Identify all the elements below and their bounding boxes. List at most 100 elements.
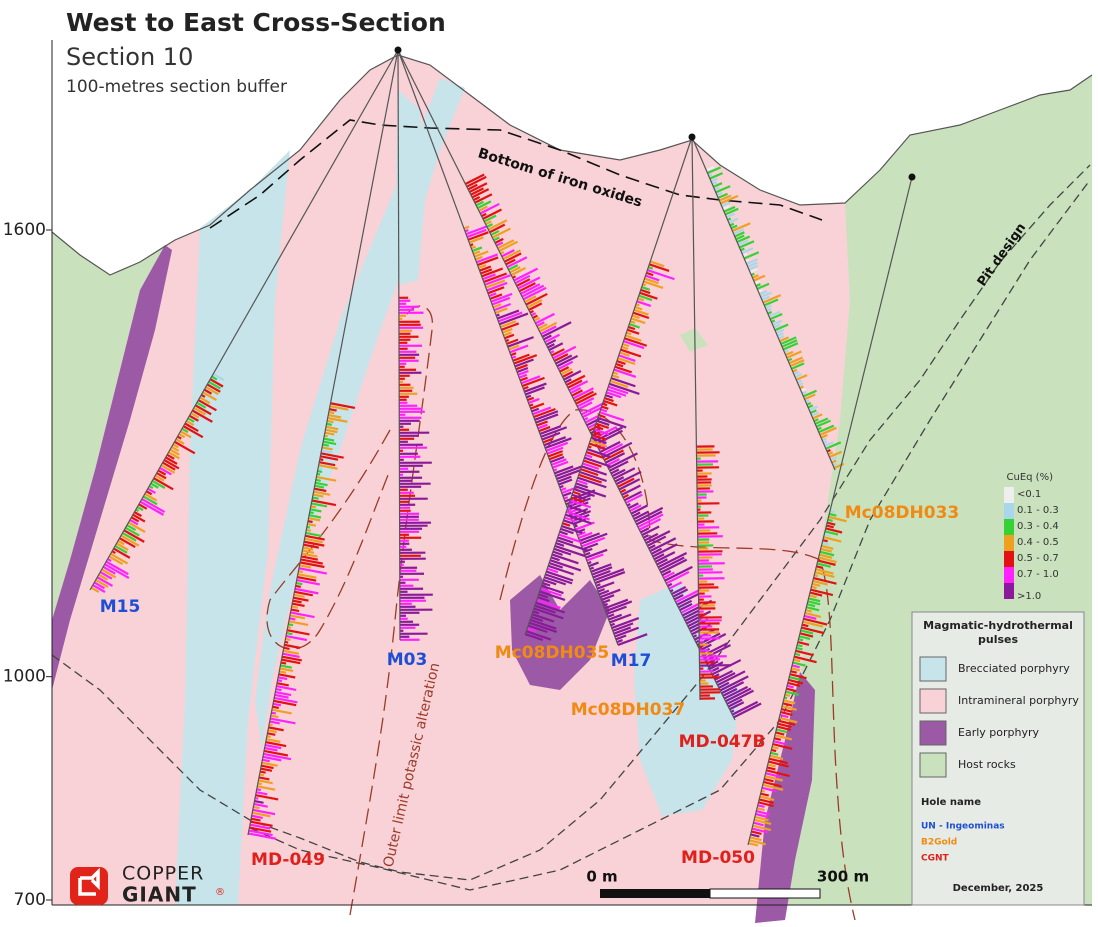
hole-label: MD-050 bbox=[681, 848, 755, 868]
assay-tick bbox=[253, 807, 259, 808]
hole-label: Mc08DH033 bbox=[845, 503, 959, 523]
assay-tick bbox=[271, 713, 275, 714]
assay-tick bbox=[590, 568, 594, 569]
assay-tick bbox=[830, 511, 835, 512]
assay-tick bbox=[788, 359, 792, 361]
assay-tick bbox=[308, 521, 313, 522]
legend-label: 0.3 - 0.4 bbox=[1017, 521, 1059, 532]
assay-tick bbox=[296, 586, 301, 587]
subtitle: Section 10 bbox=[66, 43, 193, 71]
assay-tick bbox=[730, 224, 734, 226]
assay-tick bbox=[318, 468, 322, 469]
assay-tick bbox=[796, 648, 802, 650]
logo-text: COPPER bbox=[122, 863, 204, 885]
assay-tick bbox=[310, 512, 314, 513]
assay-tick bbox=[807, 403, 811, 405]
assay-tick bbox=[799, 639, 804, 640]
legend-swatch bbox=[1004, 535, 1014, 551]
assay-tick bbox=[276, 689, 282, 690]
hole-label: Mc08DH037 bbox=[571, 700, 685, 720]
scale-bar bbox=[710, 889, 820, 898]
scale-label: 300 m bbox=[817, 868, 869, 886]
legend-label: CGNT bbox=[921, 854, 950, 864]
assay-tick bbox=[285, 639, 290, 640]
assay-tick bbox=[257, 789, 261, 790]
legend-label: 0.5 - 0.7 bbox=[1017, 553, 1059, 564]
logo-text: GIANT bbox=[122, 883, 197, 907]
legend-label: <0.1 bbox=[1017, 489, 1041, 500]
hole-label: M03 bbox=[387, 650, 428, 670]
collar bbox=[395, 47, 402, 54]
assay-tick bbox=[823, 540, 828, 541]
assay-tick bbox=[279, 671, 286, 672]
hole-label: M17 bbox=[611, 651, 652, 671]
assay-tick bbox=[797, 645, 802, 646]
scale-label: 0 m bbox=[586, 868, 617, 886]
assay-tick bbox=[318, 471, 322, 472]
assay-tick bbox=[613, 372, 618, 374]
legend-swatch bbox=[1004, 551, 1014, 567]
logo-mark: ® bbox=[215, 887, 225, 898]
collar bbox=[909, 174, 916, 181]
assay-tick bbox=[329, 409, 336, 410]
assay-tick bbox=[611, 624, 615, 625]
legend-swatch bbox=[920, 753, 946, 777]
tick-label: 700 bbox=[14, 890, 46, 910]
tick-label: 1000 bbox=[3, 667, 46, 687]
assay-tick bbox=[316, 480, 321, 481]
legend-title: pulses bbox=[978, 633, 1018, 646]
logo-icon bbox=[70, 867, 108, 905]
legend-label: 0.4 - 0.5 bbox=[1017, 537, 1059, 548]
assay-tick bbox=[291, 610, 299, 612]
legend-title: Magmatic-hydrothermal bbox=[923, 619, 1073, 632]
assay-tick bbox=[569, 503, 573, 504]
assay-tick bbox=[296, 583, 302, 584]
assay-tick bbox=[772, 747, 778, 749]
title: West to East Cross-Section bbox=[66, 8, 446, 37]
assay-tick bbox=[816, 566, 822, 567]
assay-tick bbox=[630, 321, 635, 323]
assay-tick bbox=[471, 247, 475, 249]
subtitle: 100-metres section buffer bbox=[66, 77, 287, 97]
legend-swatch bbox=[920, 689, 946, 713]
assay-tick bbox=[273, 707, 279, 708]
assay-tick bbox=[281, 663, 286, 664]
assay-tick bbox=[323, 445, 329, 446]
date: December, 2025 bbox=[953, 883, 1044, 894]
assay-tick bbox=[802, 625, 808, 627]
assay-tick bbox=[262, 760, 269, 761]
assay-tick bbox=[818, 428, 822, 430]
assay-tick bbox=[626, 333, 631, 335]
legend-label: 0.7 - 1.0 bbox=[1017, 569, 1059, 580]
assay-tick bbox=[260, 772, 266, 773]
assay-tick bbox=[822, 439, 826, 441]
assay-tick bbox=[785, 695, 790, 696]
assay-tick bbox=[806, 610, 812, 611]
legend-label: Intramineral porphyry bbox=[958, 694, 1079, 707]
assay-tick bbox=[512, 356, 516, 357]
assay-tick bbox=[311, 506, 316, 507]
legend-swatch bbox=[920, 657, 946, 681]
legend-label: 0.1 - 0.3 bbox=[1017, 505, 1059, 516]
legend-label: Early porphyry bbox=[958, 726, 1039, 739]
assay-tick bbox=[267, 733, 275, 734]
assay-tick bbox=[289, 618, 295, 619]
assay-tick bbox=[811, 587, 816, 588]
legend-label: B2Gold bbox=[921, 838, 957, 848]
assay-tick bbox=[741, 249, 745, 251]
assay-tick bbox=[271, 716, 279, 717]
hole-label: Mc08DH035 bbox=[495, 643, 609, 663]
legend-swatch bbox=[920, 721, 946, 745]
assay-tick bbox=[791, 671, 797, 672]
legend-swatch bbox=[1004, 567, 1014, 583]
legend-title: Hole name bbox=[921, 797, 981, 808]
assay-tick bbox=[526, 396, 530, 398]
assay-tick bbox=[284, 648, 290, 649]
collar bbox=[689, 134, 696, 141]
assay-tick bbox=[278, 680, 282, 681]
assay-tick bbox=[327, 424, 332, 425]
legend-label: >1.0 bbox=[1017, 591, 1041, 602]
assay-tick bbox=[787, 686, 794, 688]
assay-tick bbox=[329, 412, 334, 413]
